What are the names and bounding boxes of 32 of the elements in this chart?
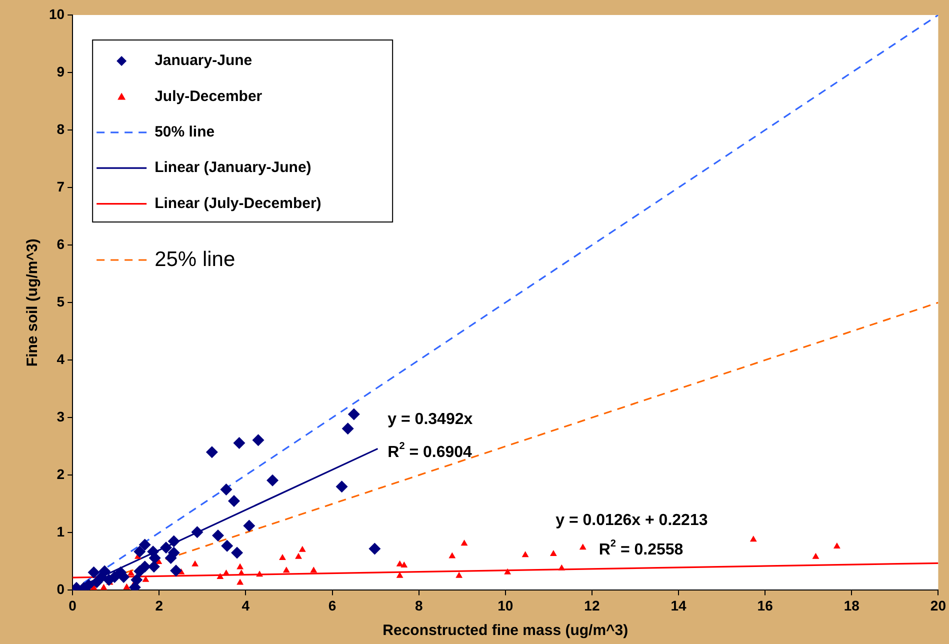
x-tick-label: 12 — [584, 597, 600, 614]
y-tick-label: 9 — [56, 63, 65, 80]
legend-label: 25% line — [154, 248, 236, 271]
legend-label: Linear (January-June) — [154, 159, 312, 176]
x-tick-label: 10 — [498, 597, 514, 614]
x-tick-label: 16 — [757, 597, 774, 614]
y-tick-label: 0 — [56, 581, 65, 598]
y-tick-label: 7 — [56, 178, 65, 194]
y-axis-title: Fine soil (ug/m^3) — [24, 238, 42, 367]
y-tick-label: 2 — [56, 466, 65, 482]
annotation: y = 0.3492x — [388, 410, 473, 428]
y-tick-label: 1 — [56, 524, 65, 540]
legend-label: July-December — [154, 88, 262, 105]
y-tick-label: 4 — [56, 350, 65, 367]
y-tick-label: 5 — [56, 293, 65, 310]
legend-label: January-June — [154, 52, 252, 70]
y-tick-label: 10 — [48, 6, 65, 22]
x-tick-label: 18 — [844, 597, 860, 614]
x-tick-label: 2 — [155, 597, 164, 614]
y-tick-label: 3 — [56, 408, 65, 424]
x-tick-label: 4 — [242, 597, 250, 614]
x-tick-label: 20 — [930, 597, 946, 614]
x-tick-label: 8 — [414, 597, 423, 614]
x-tick-label: 14 — [670, 597, 687, 614]
y-tick-label: 6 — [56, 236, 65, 252]
x-tick-label: 6 — [328, 597, 336, 614]
x-axis-title: Reconstructed fine mass (ug/m^3) — [382, 622, 628, 640]
x-tick-label: 0 — [68, 597, 77, 614]
annotation: y = 0.0126x + 0.2213 — [556, 512, 708, 530]
y-tick-label: 8 — [56, 120, 65, 137]
legend-label: 50% line — [154, 124, 215, 141]
legend-label: Linear (July-December) — [154, 194, 322, 212]
